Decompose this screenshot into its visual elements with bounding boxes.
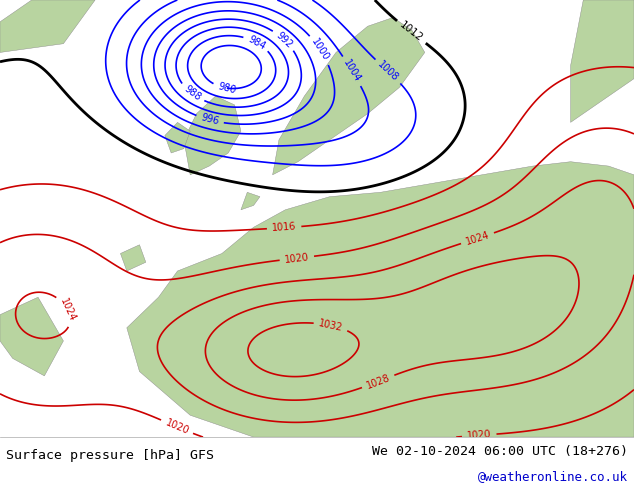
Text: Surface pressure [hPa] GFS: Surface pressure [hPa] GFS xyxy=(6,449,214,462)
Text: 1028: 1028 xyxy=(365,372,391,391)
Text: 980: 980 xyxy=(217,81,237,95)
Text: 1020: 1020 xyxy=(164,417,190,436)
Text: 1032: 1032 xyxy=(318,318,344,333)
Polygon shape xyxy=(241,192,260,210)
Text: 996: 996 xyxy=(200,113,220,127)
Polygon shape xyxy=(571,0,634,122)
Text: 1008: 1008 xyxy=(376,59,400,83)
Text: 1024: 1024 xyxy=(464,230,491,247)
Text: 1000: 1000 xyxy=(309,37,331,63)
Text: 1020: 1020 xyxy=(284,252,309,265)
Text: 1020: 1020 xyxy=(467,429,492,441)
Polygon shape xyxy=(165,122,190,153)
Text: 992: 992 xyxy=(274,30,294,50)
Text: 988: 988 xyxy=(182,84,202,103)
Text: 1004: 1004 xyxy=(341,58,363,84)
Text: We 02-10-2024 06:00 UTC (18+276): We 02-10-2024 06:00 UTC (18+276) xyxy=(372,445,628,459)
Text: @weatheronline.co.uk: @weatheronline.co.uk xyxy=(477,470,628,483)
Polygon shape xyxy=(0,0,95,52)
Polygon shape xyxy=(0,297,63,376)
Polygon shape xyxy=(120,245,146,271)
Polygon shape xyxy=(127,162,634,437)
Polygon shape xyxy=(184,96,241,175)
Text: 1012: 1012 xyxy=(398,20,425,44)
Text: 1024: 1024 xyxy=(58,297,77,323)
Text: 1016: 1016 xyxy=(271,222,297,234)
Polygon shape xyxy=(273,18,425,175)
Text: 984: 984 xyxy=(246,34,267,51)
